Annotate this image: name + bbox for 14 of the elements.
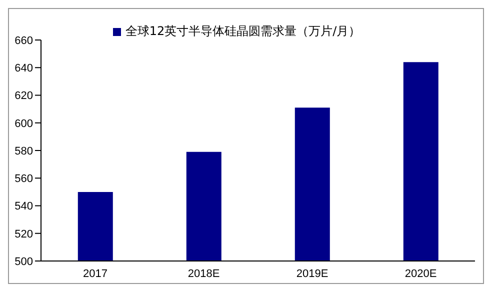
legend-label: 全球12英寸半导体硅晶圆需求量（万片/月）: [125, 24, 361, 38]
y-tick-label: 620: [14, 90, 33, 102]
x-tick-label: 2020E: [404, 268, 437, 280]
y-tick-label: 520: [14, 228, 33, 240]
y-tick-label: 560: [14, 173, 33, 186]
x-tick-label: 2019E: [296, 268, 328, 280]
y-tick-label: 540: [14, 200, 33, 213]
y-tick-label: 660: [14, 34, 33, 47]
y-tick-label: 600: [14, 118, 33, 130]
x-tick-label: 2017: [83, 268, 108, 280]
y-tick-label: 500: [14, 256, 33, 268]
y-tick-label: 580: [14, 145, 33, 158]
x-tick-label: 2018E: [188, 268, 220, 280]
y-tick-label: 640: [14, 62, 33, 75]
